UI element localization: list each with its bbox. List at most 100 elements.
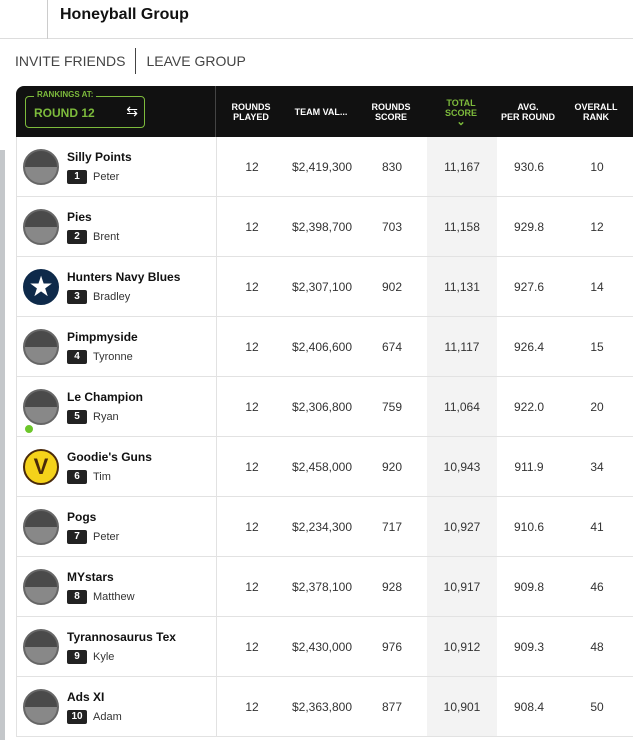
position-badge: 7 — [67, 529, 87, 544]
team-name[interactable]: MYstars — [67, 569, 114, 584]
cell-total-score: 11,158 — [427, 197, 497, 256]
coach-name: Tim — [93, 470, 111, 483]
cell-total-score: 10,901 — [427, 677, 497, 736]
cell-team-value: $2,306,800 — [291, 399, 353, 414]
cell-team-value: $2,378,100 — [291, 579, 353, 594]
team-avatar — [23, 208, 59, 245]
coach-name: Peter — [93, 530, 120, 543]
invite-friends-link[interactable]: INVITE FRIENDS — [15, 53, 126, 69]
column-header-rounds-score[interactable]: ROUNDS SCORE — [356, 86, 426, 137]
cell-avg-per-round: 910.6 — [513, 519, 545, 534]
cell-total-score: 11,167 — [427, 137, 497, 196]
column-header-total-score[interactable]: TOTAL SCORE ⌄ — [426, 86, 496, 137]
team-cell: Ads XI 10 Adam — [17, 677, 217, 736]
cell-total-score: 11,064 — [427, 377, 497, 436]
table-row[interactable]: Tyrannosaurus Tex 9 Kyle 12 $2,430,000 976 10… — [16, 617, 633, 677]
coach-name: Brent — [93, 230, 120, 243]
team-name[interactable]: Pies — [67, 209, 92, 224]
cell-team-value: $2,430,000 — [291, 639, 353, 654]
cell-team-value: $2,458,000 — [291, 459, 353, 474]
cell-team-value: $2,307,100 — [291, 279, 353, 294]
leave-group-link[interactable]: LEAVE GROUP — [146, 53, 246, 69]
rankings-table: RANKINGS AT: ROUND 12 ⇆ ROUNDS PLAYED TEAM… — [16, 86, 633, 737]
column-header-text: TOTAL — [446, 97, 476, 108]
table-row[interactable]: Ads XI 10 Adam 12 $2,363,800 877 10,901 908.4 5… — [16, 677, 633, 737]
cell-rounds-played: 12 — [245, 519, 259, 534]
team-cell: Pies 2 Brent — [17, 197, 217, 256]
table-row[interactable]: V Goodie's Guns 6 Tim 12 $2,458,000 920 10,94… — [16, 437, 633, 497]
cell-overall-rank: 41 — [590, 519, 604, 534]
position-badge: 4 — [67, 349, 87, 364]
online-indicator-icon — [23, 422, 35, 435]
team-name[interactable]: Goodie's Guns — [67, 449, 152, 464]
column-header-overall-rank[interactable]: OVERALL RANK — [560, 86, 632, 137]
table-row[interactable]: Pies 2 Brent 12 $2,398,700 703 11,158 929.8 12 — [16, 197, 633, 257]
round-selector[interactable]: RANKINGS AT: ROUND 12 ⇆ — [25, 90, 145, 128]
cell-total-score: 10,917 — [427, 557, 497, 616]
divider — [47, 0, 48, 39]
divider — [135, 48, 137, 74]
table-row[interactable]: MYstars 8 Matthew 12 $2,378,100 928 10,917 909… — [16, 557, 633, 617]
column-header-text: SCORE — [444, 107, 477, 118]
cell-rounds-score: 920 — [381, 459, 403, 474]
cell-avg-per-round: 930.6 — [513, 159, 545, 174]
table-row[interactable]: Silly Points 1 Peter 12 $2,419,300 830 11,167… — [16, 137, 633, 197]
cell-rounds-score: 902 — [381, 279, 403, 294]
cell-avg-per-round: 909.3 — [513, 639, 545, 654]
column-header-text: ROUNDS — [371, 101, 411, 112]
cell-team-value: $2,398,700 — [291, 219, 353, 234]
cell-rounds-played: 12 — [245, 459, 259, 474]
position-badge: 6 — [67, 469, 87, 484]
cell-rounds-score: 703 — [381, 219, 403, 234]
table-row[interactable]: Pimpmyside 4 Tyronne 12 $2,406,600 674 11,117… — [16, 317, 633, 377]
cell-avg-per-round: 929.8 — [513, 219, 545, 234]
column-header-rounds-played[interactable]: ROUNDS PLAYED — [216, 86, 286, 137]
column-header-text: ROUNDS — [231, 101, 271, 112]
team-avatar — [23, 508, 59, 545]
cell-overall-rank: 20 — [590, 399, 604, 414]
table-row[interactable]: ★ Hunters Navy Blues 3 Bradley 12 $2,307,10… — [16, 257, 633, 317]
cell-rounds-played: 12 — [245, 579, 259, 594]
cell-overall-rank: 15 — [590, 339, 604, 354]
position-badge: 8 — [67, 589, 87, 604]
table-row[interactable]: Le Champion 5 Ryan 12 $2,306,800 759 11,064 92… — [16, 377, 633, 437]
group-actions: INVITE FRIENDS LEAVE GROUP — [15, 48, 246, 74]
coach-name: Matthew — [93, 590, 135, 603]
cell-avg-per-round: 922.0 — [513, 399, 545, 414]
cell-rounds-played: 12 — [245, 279, 259, 294]
column-header-text: TEAM VAL... — [294, 106, 348, 117]
cell-rounds-played: 12 — [245, 699, 259, 714]
team-cell: ★ Hunters Navy Blues 3 Bradley — [17, 257, 217, 316]
team-name[interactable]: Pogs — [67, 509, 97, 524]
column-header-text: PER ROUND — [500, 111, 555, 122]
cell-total-score: 10,943 — [427, 437, 497, 496]
team-cell: Silly Points 1 Peter — [17, 137, 217, 196]
team-name[interactable]: Silly Points — [67, 149, 132, 164]
header-left: RANKINGS AT: ROUND 12 ⇆ — [16, 86, 216, 137]
team-avatar — [23, 388, 59, 425]
team-avatar-star-icon: ★ — [23, 268, 59, 305]
column-header-avg-per-round[interactable]: AVG. PER ROUND — [496, 86, 560, 137]
cell-avg-per-round: 926.4 — [513, 339, 545, 354]
coach-name: Kyle — [93, 650, 115, 663]
cell-team-value: $2,419,300 — [291, 159, 353, 174]
column-header-team-value[interactable]: TEAM VAL... — [286, 86, 356, 137]
team-avatar — [23, 568, 59, 605]
team-name[interactable]: Tyrannosaurus Tex — [67, 629, 176, 644]
team-avatar — [23, 688, 59, 725]
team-avatar — [23, 628, 59, 665]
cell-overall-rank: 46 — [590, 579, 604, 594]
table-row[interactable]: Pogs 7 Peter 12 $2,234,300 717 10,927 910.6 41 — [16, 497, 633, 557]
team-name[interactable]: Pimpmyside — [67, 329, 138, 344]
cell-total-score: 11,117 — [427, 317, 497, 376]
sort-chevron-icon: ⌄ — [456, 115, 466, 128]
rankings-at-label: RANKINGS AT: — [34, 90, 97, 99]
team-name[interactable]: Le Champion — [67, 389, 144, 404]
cell-overall-rank: 50 — [590, 699, 604, 714]
scrollbar[interactable] — [0, 150, 5, 740]
team-cell: Pogs 7 Peter — [17, 497, 217, 556]
cell-avg-per-round: 927.6 — [513, 279, 545, 294]
team-name[interactable]: Hunters Navy Blues — [67, 269, 181, 284]
team-name[interactable]: Ads XI — [67, 689, 105, 704]
coach-name: Tyronne — [93, 350, 133, 363]
